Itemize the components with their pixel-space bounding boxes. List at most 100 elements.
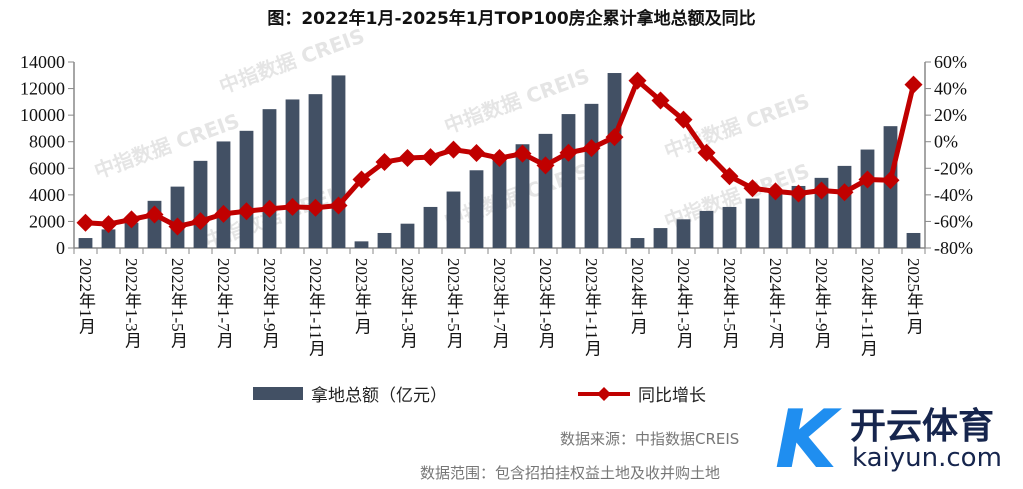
growth-marker xyxy=(743,179,762,198)
bar xyxy=(768,193,783,248)
bar xyxy=(515,144,530,248)
growth-marker xyxy=(99,215,118,234)
bar xyxy=(446,191,461,248)
right-tick-label: 20% xyxy=(934,105,967,125)
growth-marker xyxy=(490,149,509,168)
growth-marker xyxy=(283,197,302,216)
growth-marker xyxy=(421,148,440,167)
right-tick-label: 60% xyxy=(934,52,967,72)
x-tick-label: 2023年1月 xyxy=(352,258,372,335)
right-tick-label: -20% xyxy=(934,158,973,178)
x-tick-label: 2022年1-9月 xyxy=(260,258,280,349)
growth-marker xyxy=(352,170,371,189)
growth-marker xyxy=(168,217,187,236)
bar xyxy=(239,130,254,248)
growth-marker xyxy=(697,143,716,162)
bar xyxy=(699,210,714,248)
growth-marker xyxy=(674,110,693,129)
growth-marker xyxy=(881,171,900,190)
bar xyxy=(193,160,208,248)
growth-marker xyxy=(559,143,578,162)
x-tick-label: 2023年1-11月 xyxy=(582,258,602,357)
x-tick-label: 2024年1-7月 xyxy=(766,258,786,349)
bar xyxy=(630,238,645,248)
growth-marker xyxy=(582,139,601,158)
growth-marker xyxy=(237,202,256,221)
growth-marker xyxy=(605,128,624,147)
legend-swatch-line xyxy=(578,386,630,401)
bar xyxy=(423,206,438,248)
logo: K 开云体育 kaiyun.com xyxy=(775,395,1020,485)
bar xyxy=(538,133,553,248)
growth-marker xyxy=(858,170,877,189)
bar xyxy=(400,223,415,248)
growth-marker xyxy=(513,144,532,163)
left-tick-label: 14000 xyxy=(20,52,65,72)
bar xyxy=(308,94,323,248)
bar xyxy=(906,232,921,248)
x-tick-label: 2022年1月 xyxy=(76,258,96,335)
left-tick-label: 10000 xyxy=(20,105,65,125)
bar xyxy=(607,73,622,248)
left-tick-label: 4000 xyxy=(29,185,65,205)
right-tick-label: 0% xyxy=(934,132,958,152)
growth-marker xyxy=(720,167,739,186)
legend-item-bar: 拿地总额（亿元） xyxy=(253,381,447,406)
bar xyxy=(78,238,93,248)
x-tick-label: 2022年1-7月 xyxy=(214,258,234,349)
growth-marker xyxy=(835,183,854,202)
bar xyxy=(124,222,139,248)
right-tick-label: -80% xyxy=(934,238,973,258)
bar xyxy=(101,229,116,248)
x-tick-label: 2024年1月 xyxy=(628,258,648,335)
growth-marker xyxy=(214,204,233,223)
legend-label-line: 同比增长 xyxy=(638,386,706,405)
growth-marker xyxy=(536,156,555,175)
x-tick-label: 2023年1-3月 xyxy=(398,258,418,349)
growth-marker xyxy=(329,196,348,215)
x-tick-label: 2023年1-9月 xyxy=(536,258,556,349)
legend-item-line: 同比增长 xyxy=(578,381,706,406)
bar xyxy=(331,75,346,248)
legend-label-bar: 拿地总额（亿元） xyxy=(311,386,447,405)
bar xyxy=(469,170,484,248)
x-tick-label: 2022年1-11月 xyxy=(306,258,326,357)
bar xyxy=(584,103,599,248)
growth-marker xyxy=(651,91,670,110)
x-tick-label: 2024年1-11月 xyxy=(858,258,878,357)
bar xyxy=(745,198,760,248)
x-tick-label: 2024年1-9月 xyxy=(812,258,832,349)
scope-note: 数据范围：包含招拍挂权益土地及收并购土地 xyxy=(420,464,721,482)
x-tick-label: 2025年1月 xyxy=(904,258,924,335)
growth-marker xyxy=(467,144,486,163)
left-tick-label: 12000 xyxy=(20,79,65,99)
legend-swatch-bar xyxy=(253,387,303,400)
bar xyxy=(722,206,737,248)
x-tick-label: 2023年1-7月 xyxy=(490,258,510,349)
growth-marker xyxy=(375,153,394,172)
bar xyxy=(860,149,875,248)
growth-marker xyxy=(904,75,923,94)
bar xyxy=(354,241,369,248)
x-tick-label: 2023年1-5月 xyxy=(444,258,464,349)
right-tick-label: -40% xyxy=(934,185,973,205)
left-tick-label: 8000 xyxy=(29,132,65,152)
logo-mark: K xyxy=(775,393,837,486)
x-tick-label: 2024年1-5月 xyxy=(720,258,740,349)
growth-marker xyxy=(628,71,647,90)
bar xyxy=(216,141,231,248)
growth-marker xyxy=(766,182,785,201)
x-tick-label: 2022年1-5月 xyxy=(168,258,188,349)
bar xyxy=(791,185,806,248)
growth-marker xyxy=(260,199,279,218)
logo-text-cn: 开云体育 xyxy=(850,406,995,447)
growth-marker xyxy=(444,140,463,159)
growth-marker xyxy=(789,184,808,203)
left-tick-label: 6000 xyxy=(29,158,65,178)
right-tick-label: -60% xyxy=(934,211,973,231)
source-note: 数据来源：中指数据CREIS xyxy=(560,430,740,448)
growth-marker xyxy=(812,181,831,200)
growth-marker xyxy=(191,212,210,231)
growth-marker xyxy=(398,149,417,168)
